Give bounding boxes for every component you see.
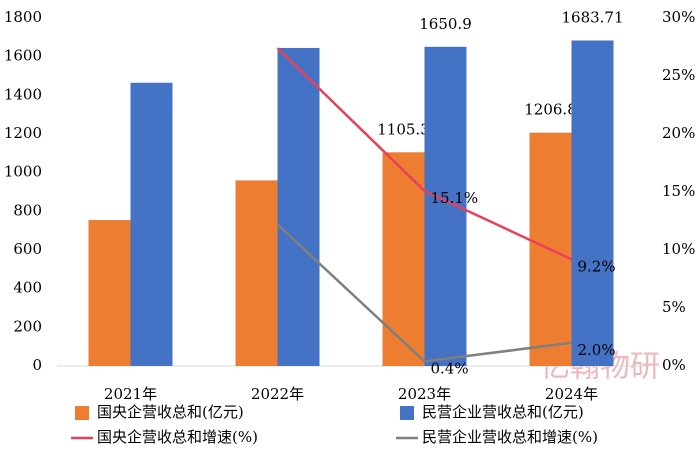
- y-tick-label: 1200: [4, 124, 42, 142]
- legend-label: 民营企业营收总和(亿元): [422, 403, 584, 421]
- y2-tick-label: 0%: [662, 356, 686, 374]
- x-tick-label: 2021年: [104, 385, 157, 403]
- line: [276, 223, 572, 363]
- bar: [130, 82, 173, 367]
- y2-tick-label: 10%: [662, 240, 695, 258]
- legend-swatch: [400, 406, 414, 420]
- y-tick-label: 200: [13, 317, 42, 335]
- legend-label: 民营企业营收总和增速(%): [422, 428, 598, 446]
- legend-label: 国央企营收总和增速(%): [97, 428, 258, 446]
- y-tick-label: 1600: [4, 47, 42, 65]
- y-tick-label: 1400: [4, 85, 42, 103]
- bar-value-label: 1650.9: [419, 15, 472, 33]
- y-tick-label: 400: [13, 279, 42, 297]
- bar: [88, 220, 131, 366]
- bar-value-label: 1105.3: [377, 120, 430, 138]
- y-tick-label: 0: [32, 356, 42, 374]
- y2-tick-label: 15%: [662, 182, 695, 200]
- line-value-label: 15.1%: [431, 189, 479, 207]
- bar: [277, 47, 320, 366]
- y2-tick-label: 30%: [662, 8, 695, 26]
- bar-value-label: 1206.8: [524, 101, 577, 119]
- line-value-label: 9.2%: [578, 257, 616, 275]
- x-tick-label: 2024年: [545, 385, 598, 403]
- line-value-label: 0.4%: [431, 359, 469, 377]
- y2-tick-label: 5%: [662, 298, 686, 316]
- y-tick-label: 1000: [4, 163, 42, 181]
- line-value-label: 2.0%: [578, 341, 616, 359]
- x-tick-label: 2023年: [398, 385, 451, 403]
- y2-tick-label: 20%: [662, 124, 695, 142]
- y2-tick-label: 25%: [662, 66, 695, 84]
- y-tick-label: 600: [13, 240, 42, 258]
- bar-value-label: 1683.71: [561, 8, 623, 26]
- legend-label: 国央企营收总和(亿元): [97, 403, 244, 421]
- line: [276, 47, 573, 261]
- bar: [571, 40, 614, 367]
- legend-swatch: [75, 406, 89, 420]
- bar: [235, 180, 278, 366]
- y-tick-label: 1800: [4, 8, 42, 26]
- y-tick-label: 800: [13, 201, 42, 219]
- x-tick-label: 2022年: [251, 385, 304, 403]
